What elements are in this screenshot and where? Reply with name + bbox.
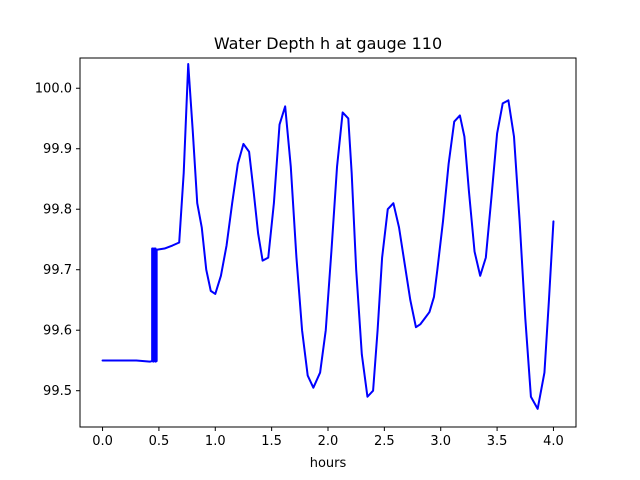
y-tick-label: 99.6	[43, 324, 72, 339]
y-axis: 99.5 99.6 99.7 99.8 99.9 100.0	[35, 82, 80, 399]
x-tick-label: 2.0	[318, 434, 339, 449]
y-tick-label: 100.0	[35, 82, 72, 97]
x-tick-label: 1.0	[205, 434, 226, 449]
x-tick-label: 3.0	[430, 434, 451, 449]
x-tick-label: 1.5	[261, 434, 282, 449]
x-axis-label: hours	[310, 456, 347, 471]
x-tick-label: 0.5	[149, 434, 170, 449]
y-tick-label: 99.8	[43, 203, 72, 218]
chart-title: Water Depth h at gauge 110	[214, 34, 442, 53]
y-tick-label: 99.7	[43, 263, 72, 278]
y-tick-label: 99.9	[43, 142, 72, 157]
x-tick-label: 0.0	[92, 434, 113, 449]
y-tick-label: 99.5	[43, 384, 72, 399]
x-axis: 0.0 0.5 1.0 1.5 2.0 2.5 3.0 3.5 4.0	[92, 427, 564, 449]
series-line-0	[101, 63, 555, 410]
x-tick-label: 3.5	[487, 434, 508, 449]
x-tick-label: 4.0	[543, 434, 564, 449]
plot-layer	[101, 63, 555, 410]
x-tick-label: 2.5	[374, 434, 395, 449]
